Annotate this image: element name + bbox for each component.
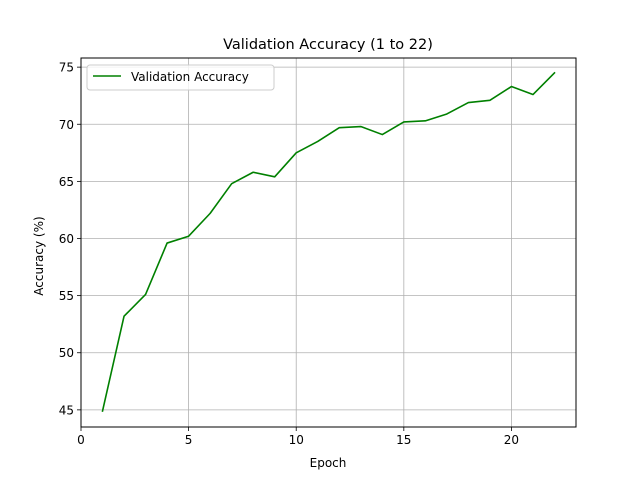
grid-lines	[80, 58, 576, 427]
x-tick-label: 5	[185, 433, 193, 447]
plot-area-frame	[80, 57, 577, 428]
y-tick-label: 75	[59, 61, 74, 75]
y-tick-label: 60	[59, 232, 74, 246]
series-layer	[101, 71, 556, 412]
y-tick-label: 65	[59, 175, 74, 189]
y-tick-label: 55	[59, 289, 74, 303]
x-tick-label: 10	[289, 433, 304, 447]
chart-title: Validation Accuracy (1 to 22)	[223, 37, 433, 53]
y-tick-label: 70	[59, 118, 74, 132]
x-tick-label: 15	[396, 433, 411, 447]
y-tick-label: 45	[59, 403, 74, 417]
axis-ticks: 0 5 10 15 20 45 50 55 60 65 70 75	[59, 61, 519, 447]
x-axis-label: Epoch	[310, 456, 347, 470]
y-tick-label: 50	[59, 346, 74, 360]
legend-box	[86, 64, 275, 91]
x-tick-label: 20	[504, 433, 519, 447]
legend: Validation Accuracy	[86, 64, 275, 91]
y-axis-label: Accuracy (%)	[32, 216, 46, 295]
legend-entry-label: Validation Accuracy	[131, 70, 249, 84]
x-tick-label: 0	[77, 433, 85, 447]
series-line-validation-accuracy	[101, 71, 556, 412]
